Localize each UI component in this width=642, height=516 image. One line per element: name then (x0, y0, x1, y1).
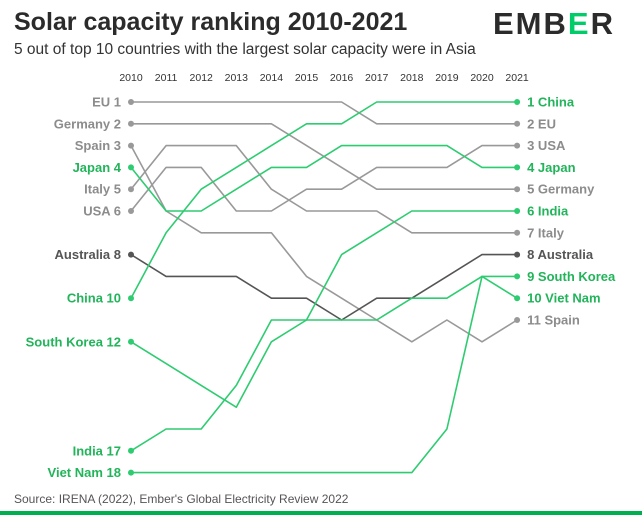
end-label-south-korea: 9 South Korea (527, 269, 616, 284)
end-label-spain: 11 Spain (527, 313, 580, 328)
year-tick-label: 2014 (260, 72, 284, 84)
source-note: Source: IRENA (2022), Ember's Global Ele… (14, 492, 349, 506)
year-tick-label: 2015 (295, 72, 319, 84)
start-label-viet-nam: Viet Nam 18 (48, 465, 121, 480)
start-label-china: China 10 (67, 291, 121, 306)
series-line-china (130, 101, 518, 299)
start-point-viet-nam (128, 469, 134, 476)
series-line-india (130, 210, 518, 452)
year-tick-label: 2012 (190, 72, 214, 84)
year-tick-label: 2013 (225, 72, 249, 84)
start-label-south-korea: South Korea 12 (26, 334, 121, 349)
year-tick-label: 2016 (330, 72, 354, 84)
start-point-india (128, 447, 134, 454)
year-tick-label: 2020 (470, 72, 494, 84)
end-label-usa: 3 USA (527, 138, 566, 153)
series-line-eu (131, 101, 518, 125)
start-point-japan (128, 164, 134, 171)
start-label-japan: Japan 4 (73, 160, 122, 175)
end-point-usa (514, 142, 521, 149)
series-line-australia (130, 253, 518, 321)
start-label-usa: USA 6 (83, 204, 121, 219)
end-label-italy: 7 Italy (527, 225, 565, 240)
logo-prefix: EMB (493, 6, 568, 41)
end-point-germany (514, 186, 521, 193)
start-label-germany: Germany 2 (54, 116, 121, 131)
year-tick-label: 2017 (365, 72, 389, 84)
series-line-spain (130, 145, 518, 343)
series-line-japan (130, 144, 518, 212)
end-label-australia: 8 Australia (527, 247, 594, 262)
end-label-japan: 4 Japan (527, 160, 575, 175)
series-line-usa (130, 144, 518, 212)
end-label-viet-nam: 10 Viet Nam (527, 291, 600, 306)
logo-suffix: R (590, 6, 615, 41)
start-point-spain (128, 142, 134, 149)
year-tick-label: 2019 (435, 72, 459, 84)
end-point-australia (514, 251, 521, 258)
end-point-eu (514, 120, 521, 127)
end-point-south-korea (514, 273, 521, 280)
start-point-china (128, 295, 134, 302)
end-point-china (514, 99, 521, 105)
end-label-india: 6 India (527, 204, 569, 219)
end-point-japan (514, 164, 521, 171)
ember-logo: EMBER (493, 6, 615, 42)
series-line-italy (130, 144, 518, 234)
logo-accent-letter: E (567, 6, 591, 41)
chart-subtitle: 5 out of top 10 countries with the large… (14, 41, 476, 58)
chart-title: Solar capacity ranking 2010-2021 (14, 8, 408, 36)
end-label-china: 1 China (527, 95, 575, 110)
end-label-germany: 5 Germany (527, 182, 595, 197)
start-point-germany (128, 120, 134, 127)
start-point-usa (128, 208, 134, 214)
end-point-india (514, 208, 521, 214)
end-point-italy (514, 229, 521, 236)
start-label-australia: Australia 8 (55, 247, 121, 262)
end-label-eu: 2 EU (527, 116, 556, 131)
start-label-spain: Spain 3 (75, 138, 121, 153)
series-line-south-korea (130, 275, 518, 409)
year-tick-label: 2021 (505, 72, 529, 84)
year-tick-label: 2018 (400, 72, 424, 84)
end-point-viet-nam (514, 295, 521, 302)
start-point-south-korea (128, 338, 134, 345)
year-tick-label: 2011 (155, 72, 178, 84)
start-label-italy: Italy 5 (84, 182, 121, 197)
series-line-viet-nam (131, 275, 518, 474)
start-point-italy (128, 186, 134, 193)
year-tick-label: 2010 (119, 72, 143, 84)
start-point-australia (128, 251, 134, 258)
start-point-eu (128, 99, 134, 105)
start-label-india: India 17 (73, 443, 121, 458)
start-label-eu: EU 1 (92, 95, 121, 110)
bottom-rule (0, 511, 642, 515)
end-point-spain (514, 317, 521, 323)
